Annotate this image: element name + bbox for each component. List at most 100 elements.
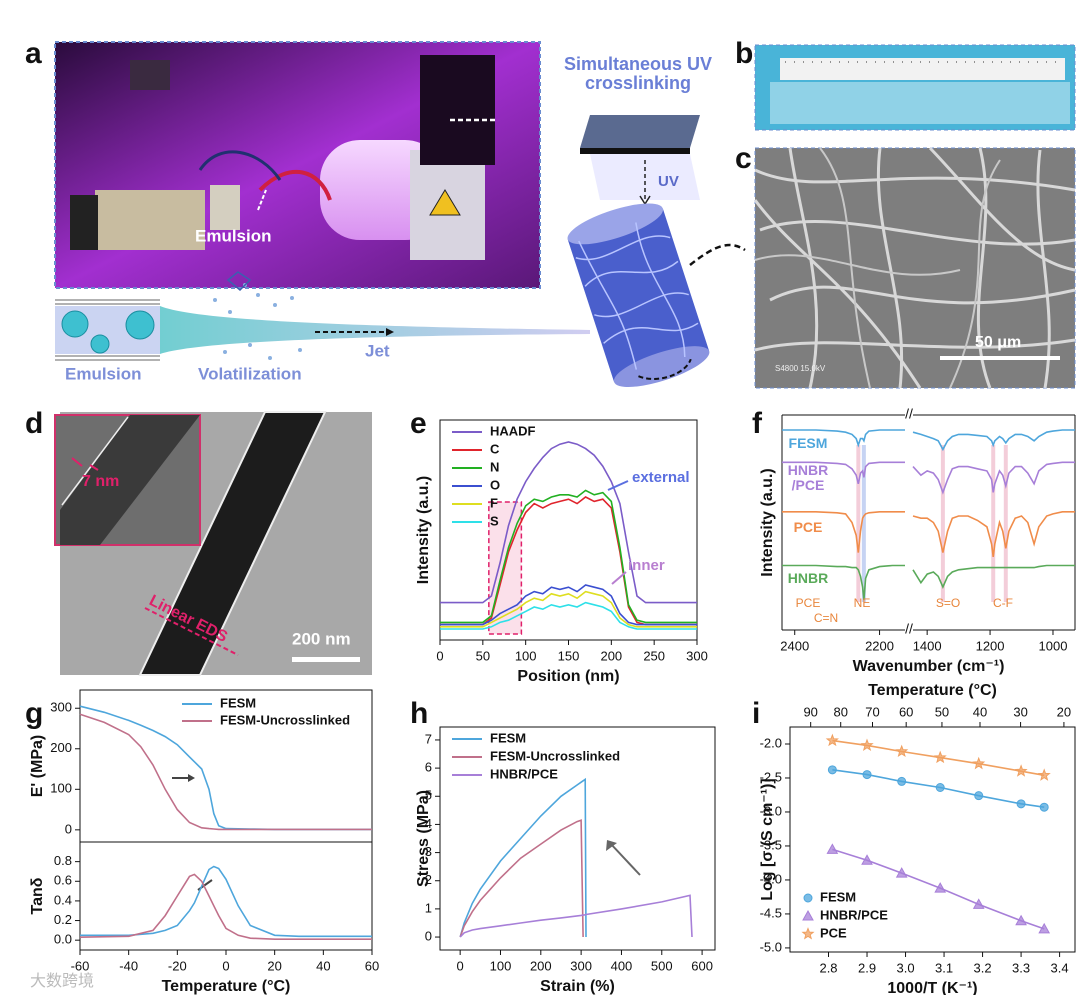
data-point — [934, 882, 947, 893]
x-tick-label: 40 — [316, 958, 330, 973]
watermark: 大数跨境 — [30, 971, 94, 990]
x-tick-label: 300 — [570, 958, 592, 973]
y-tick-label: 3 — [425, 844, 432, 859]
legend-label: FESM-Uncrosslinked — [220, 712, 350, 727]
photo-d — [54, 411, 372, 676]
data-point — [860, 738, 874, 751]
x-tick-label: 500 — [651, 958, 673, 973]
photo-c — [753, 146, 1076, 389]
x-tick-label: -60 — [71, 958, 90, 973]
peak-label: C=N — [814, 611, 838, 625]
schematic-label: Volatilization — [198, 364, 302, 383]
x-tick-label: 200 — [600, 648, 622, 663]
y-tick-label: 4 — [425, 816, 432, 831]
x-axis-label: Temperature (°C) — [162, 978, 291, 995]
data-point — [974, 791, 984, 801]
photo-a — [54, 41, 541, 289]
y-tick-label: 0 — [425, 928, 432, 943]
uv-lamp — [580, 115, 700, 206]
data-point — [825, 733, 839, 747]
y-tick-label: -3.5 — [760, 837, 782, 852]
legend-label: FESM — [220, 695, 256, 710]
legend-label: HNBR/PCE — [490, 766, 558, 781]
y-tick-label: 7 — [425, 731, 432, 746]
x-tick-label: 100 — [515, 648, 537, 663]
x-tick-label: 3.0 — [897, 960, 915, 975]
data-point — [862, 770, 872, 780]
legend-marker — [803, 893, 813, 903]
x-tick-label: 300 — [686, 648, 708, 663]
data-point — [1014, 764, 1028, 777]
series-line — [440, 590, 697, 628]
y-tick-label: 0.0 — [54, 932, 72, 947]
panel-label: a — [25, 37, 42, 70]
y-tick-label: 200 — [50, 740, 72, 755]
legend-label: FESM — [490, 730, 526, 745]
annotation: external — [632, 469, 690, 486]
arrow — [606, 840, 617, 851]
x-tick-label: 250 — [643, 648, 665, 663]
y-axis-label: Intensity (a.u.) — [415, 476, 432, 584]
series-line — [459, 819, 584, 938]
x-axis-label: 1000/T (K⁻¹) — [887, 980, 977, 995]
legend-label: C — [490, 441, 500, 456]
y-tick-label: 0 — [65, 821, 72, 836]
y-axis-label: E' (MPa) — [29, 735, 46, 797]
sem-info: S4800 15.0kV — [775, 364, 826, 373]
data-point — [1038, 922, 1051, 934]
series-line — [782, 461, 1075, 495]
series-label: PCE — [793, 519, 823, 535]
x-tick-label: 2200 — [865, 638, 894, 653]
panel-label: g — [25, 697, 43, 730]
data-point — [895, 867, 908, 878]
annotation-arrow — [607, 480, 629, 491]
peak-band — [856, 445, 861, 602]
series-line — [459, 777, 587, 938]
series-label: FESM — [788, 435, 828, 451]
peak-band — [1003, 445, 1008, 602]
legend-label: PCE — [820, 925, 847, 940]
x-tick-label: 20 — [267, 958, 281, 973]
series-line — [440, 441, 697, 604]
y-tick-label: -5.0 — [760, 939, 782, 954]
series-line — [79, 713, 372, 831]
legend-label: HAADF — [490, 423, 536, 438]
x2-tick-label: 30 — [1013, 704, 1027, 719]
x-tick-label: 3.4 — [1051, 960, 1069, 975]
plot-frame — [439, 419, 698, 641]
x-tick-label: 0 — [222, 958, 229, 973]
x-tick-label: 3.2 — [974, 960, 992, 975]
series-line — [440, 584, 697, 626]
schematic — [55, 271, 590, 361]
legend-marker — [802, 909, 814, 921]
y-axis-label: Intensity (a.u.) — [759, 468, 776, 576]
x2-tick-label: 70 — [865, 704, 879, 719]
series-line — [79, 873, 372, 940]
y-tick-label: -4.5 — [760, 905, 782, 920]
x2-tick-label: 50 — [935, 704, 949, 719]
series-label: HNBR /PCE — [787, 462, 829, 493]
y-axis-label: Log [σ (S cm⁻¹)] — [759, 778, 776, 900]
data-point — [1016, 799, 1026, 809]
plot-frame — [439, 726, 716, 951]
arrow — [609, 842, 641, 876]
x-tick-label: 100 — [490, 958, 512, 973]
x-tick-label: 3.3 — [1012, 960, 1030, 975]
x2-tick-label: 90 — [803, 704, 817, 719]
legend-marker — [801, 927, 815, 940]
arrow — [188, 774, 195, 782]
peak-band — [861, 445, 866, 602]
x2-axis-label: Temperature (°C) — [868, 682, 997, 699]
photo-label: Emulsion — [195, 226, 272, 245]
panel-label: i — [752, 697, 760, 730]
x-tick-label: -40 — [119, 958, 138, 973]
data-point — [1039, 802, 1049, 812]
scale-bar-label: 50 μm — [975, 334, 1021, 351]
legend-label: HNBR/PCE — [820, 907, 888, 922]
x-tick-label: 1400 — [913, 638, 942, 653]
axis-break: // — [905, 621, 913, 637]
uv-title: Simultaneous UV crosslinking — [563, 54, 713, 93]
y-tick-label: 0.4 — [54, 892, 72, 907]
photo-b — [754, 44, 1076, 131]
